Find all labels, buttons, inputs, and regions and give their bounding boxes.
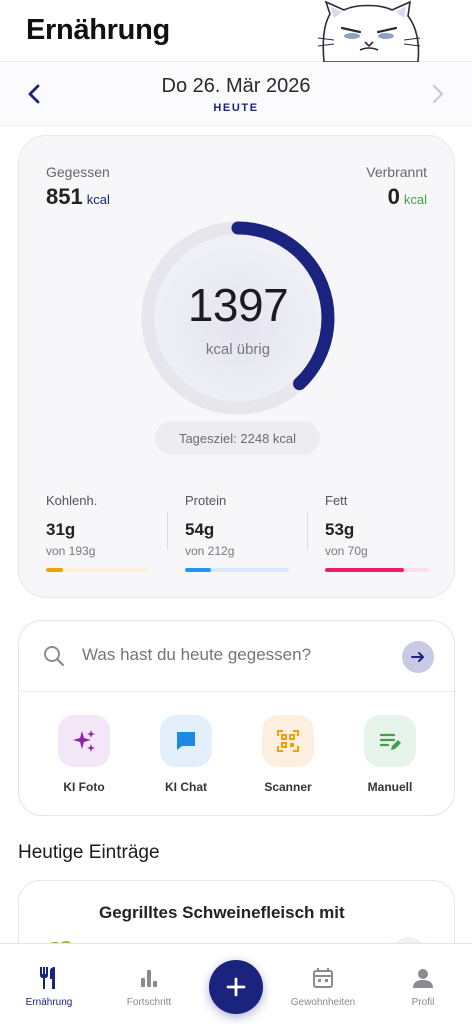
macro-progress-track (325, 568, 429, 572)
nav-fortschritt[interactable]: Fortschritt (105, 964, 193, 1008)
macro-value: 54g (185, 520, 215, 539)
nav-label: Ernährung (25, 997, 73, 1008)
macro-divider (307, 512, 308, 550)
macro-value: 53g (325, 520, 355, 539)
daily-goal-badge: Tagesziel: 2248 kcal (155, 421, 320, 455)
bar-chart-icon (141, 970, 157, 987)
macro-progress-fill (185, 568, 211, 572)
ki-foto-button[interactable]: KI Foto (43, 715, 125, 794)
macro-carbs: Kohlenh. 31g von 193g (46, 493, 158, 572)
add-icon (226, 977, 246, 997)
manual-entry-button[interactable]: Manuell (349, 715, 431, 794)
burned-value: 0 kcal (388, 184, 427, 210)
remaining-caption: kcal übrig (205, 341, 271, 358)
food-search-input[interactable] (82, 645, 392, 665)
action-label: Manuell (367, 780, 413, 794)
action-label: KI Chat (165, 780, 207, 794)
previous-day-button[interactable] (18, 78, 50, 110)
calorie-summary-card: Gegessen 851 kcal Verbrannt 0 kcal 1397 kc… (18, 135, 455, 598)
macro-label: Fett (325, 493, 348, 508)
macro-divider (167, 512, 168, 550)
ki-chat-button[interactable]: KI Chat (145, 715, 227, 794)
action-label: Scanner (264, 780, 312, 794)
nav-label: Profil (411, 997, 435, 1008)
ring-center (152, 232, 324, 404)
macro-label: Kohlenh. (46, 493, 98, 508)
arrow-right-icon (411, 652, 424, 662)
eaten-value: 851 kcal (46, 184, 110, 210)
date-navigation: Do 26. Mär 2026 HEUTE (0, 62, 472, 126)
action-label: KI Foto (63, 780, 105, 794)
macro-label: Protein (185, 493, 227, 508)
eaten-label: Gegessen (46, 164, 110, 180)
macro-goal: von 193g (46, 544, 96, 558)
add-entry-button[interactable] (209, 960, 263, 1014)
person-icon (413, 969, 433, 988)
burned-label: Verbrannt (366, 164, 427, 180)
eaten-unit: kcal (86, 192, 110, 207)
next-day-button[interactable] (422, 78, 454, 110)
sparkles-icon (58, 715, 110, 767)
app-header: Ernährung (0, 0, 472, 62)
qr-scanner-icon (262, 715, 314, 767)
chat-icon (160, 715, 212, 767)
scanner-button[interactable]: Scanner (247, 715, 329, 794)
macro-progress-fill (325, 568, 405, 572)
edit-list-icon (364, 715, 416, 767)
chevron-right-icon (432, 84, 444, 104)
today-label: HEUTE (213, 102, 259, 114)
macro-fat: Fett 53g von 70g (325, 493, 437, 572)
current-date: Do 26. Mär 2026 (161, 75, 311, 97)
food-entry-name: Gegrilltes Schweinefleisch mit (99, 903, 345, 922)
nav-gewohnheiten[interactable]: Gewohnheiten (279, 964, 367, 1008)
calorie-ring (138, 218, 338, 418)
eaten-number: 851 (46, 184, 83, 209)
cutlery-icon (40, 967, 55, 989)
page-title: Ernährung (26, 14, 170, 46)
macro-goal: von 212g (185, 544, 235, 558)
entries-heading: Heutige Einträge (18, 842, 160, 863)
cat-mascot-icon (317, 0, 421, 62)
burned-number: 0 (387, 184, 400, 209)
chevron-left-icon (28, 84, 40, 104)
food-search-card: KI Foto KI Chat Scanner Manuell (18, 620, 456, 816)
calendar-icon (313, 968, 333, 988)
remaining-calories: 1397 (187, 279, 289, 331)
ring-progress (141, 221, 335, 415)
bottom-navigation: Ernährung Fortschritt Gewohnheiten Profi… (0, 943, 472, 1024)
macro-progress-track (185, 568, 289, 572)
nav-label: Fortschritt (126, 997, 172, 1008)
search-submit-button[interactable] (402, 641, 434, 673)
nav-ernaehrung[interactable]: Ernährung (5, 964, 93, 1008)
macro-goal: von 70g (325, 544, 368, 558)
nav-profil[interactable]: Profil (379, 964, 467, 1008)
macro-progress-fill (46, 568, 63, 572)
macro-progress-track (46, 568, 150, 572)
macro-value: 31g (46, 520, 76, 539)
nav-label: Gewohnheiten (290, 997, 356, 1008)
search-icon (44, 646, 65, 667)
burned-unit: kcal (403, 192, 427, 207)
macro-protein: Protein 54g von 212g (185, 493, 297, 572)
search-row (19, 621, 456, 692)
